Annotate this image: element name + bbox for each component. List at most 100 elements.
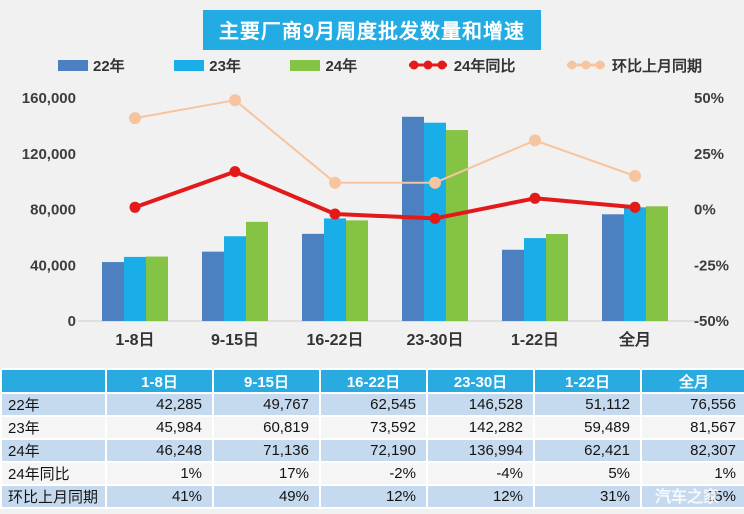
legend-item-3: 24年同比 [407,55,516,76]
y-right-tick: 0% [694,202,716,219]
line-marker [429,212,441,224]
table-header-empty-cell [2,370,105,392]
table-cell: 46,248 [107,440,212,461]
table-header-cell: 全月 [642,370,744,392]
bar-s1-c4 [524,238,546,321]
table-row: 24年同比 1% 17% -2% -4% 5% 1% [2,463,744,484]
legend-item-1: 23年 [174,55,241,76]
legend-swatch-line-dots-icon [566,60,605,70]
legend-swatch-rect-icon [174,59,205,71]
table-row: 23年 45,984 60,819 73,592 142,282 59,489 81,567 [2,417,744,438]
x-axis-label: 9-15日 [211,331,259,349]
line-marker [129,201,141,213]
bar-s0-c0 [102,262,124,321]
bar-s0-c4 [502,249,524,321]
legend-label: 23年 [209,57,241,75]
table-header-cell: 1-22日 [535,370,640,392]
bar-s1-c1 [224,236,246,321]
y-right-tick: 50% [694,90,724,107]
table-cell: 60,819 [214,417,319,438]
bar-s2-c0 [146,256,168,321]
table-cell: 146,528 [428,394,533,415]
table-cell: -4% [428,463,533,484]
y-right-tick: 25% [694,146,724,163]
legend-swatch-line-dots-icon [408,60,447,70]
table-cell: 62,421 [535,440,640,461]
line-marker [429,176,441,189]
legend-swatch-rect-icon [58,59,88,71]
line-marker [229,94,241,107]
table-cell: 73,592 [321,417,426,438]
table-cell: 59,489 [535,417,640,438]
line-right [133,169,637,221]
table-header-cell: 16-22日 [321,370,426,392]
table-row-label: 24年同比 [2,463,105,484]
table-cell: 42,285 [107,394,212,415]
x-axis-label: 1-22日 [511,331,559,349]
table-row-label: 23年 [2,417,105,438]
y-left-tick: 160,000 [22,90,76,107]
table-row-label: 22年 [2,394,105,415]
table-header-row: 1-8日 9-15日 16-22日 23-30日 1-22日 全月 [2,370,744,392]
line-marker [629,170,641,182]
table-cell: 15% [642,486,744,507]
legend-swatch-rect-icon [290,59,321,71]
y-left-tick: 40,000 [30,257,76,274]
bar-s2-c3 [446,130,468,321]
table-cell: 1% [642,463,744,484]
y-right-tick: -50% [694,313,729,330]
table-cell: 49% [214,486,319,507]
bar-s1-c0 [124,256,146,321]
x-axis-label: 23-30日 [407,331,464,349]
bar-s0-c2 [302,233,324,321]
bar-s0-c5 [602,214,624,321]
x-axis-label: 1-8日 [115,331,154,349]
table-cell: 45,984 [107,417,212,438]
combo-chart: 0 40,000 80,000 120,000 160,000 -50% -25% 0% 25%… [22,90,729,349]
legend-label: 24年同比 [453,57,516,75]
line-marker [129,112,141,125]
table-cell: 136,994 [428,440,533,461]
table-cell: 71,136 [214,440,319,461]
table-cell: 142,282 [428,417,533,438]
bar-s2-c1 [246,221,268,321]
y-right-tick: -25% [694,257,729,274]
table-cell: 76,556 [642,394,744,415]
table-cell: -2% [321,463,426,484]
table-cell: 1% [107,463,212,484]
table-header-cell: 1-8日 [107,370,212,392]
table-cell: 12% [428,486,533,507]
legend-item-0: 22年 [58,55,125,76]
line-marker [629,201,641,213]
table-cell: 82,307 [642,440,744,461]
line-right [134,99,636,184]
table-cell: 51,112 [535,394,640,415]
table-header-cell: 23-30日 [428,370,533,392]
legend-label: 环比上月同期 [611,57,702,75]
table-cell: 49,767 [214,394,319,415]
table-header-cell: 9-15日 [214,370,319,392]
bar-s2-c4 [546,234,568,321]
data-table: 1-8日 9-15日 16-22日 23-30日 1-22日 全月 22年 42,285 49… [0,368,744,509]
line-marker [329,176,341,189]
table-row-label: 24年 [2,440,105,461]
table-cell: 5% [535,463,640,484]
bar-s2-c5 [646,206,668,321]
line-marker [329,208,341,220]
table-cell: 31% [535,486,640,507]
table-cell: 17% [214,463,319,484]
bar-s0-c1 [202,251,224,321]
line-marker [529,134,541,147]
legend-item-2: 24年 [290,55,357,76]
y-left-tick: 0 [68,313,76,330]
x-axis-label: 16-22日 [307,331,364,349]
legend-label: 24年 [325,57,358,75]
title-bar: 主要厂商9月周度批发数量和增速 [0,0,744,50]
line-marker [529,192,541,204]
chart-legend: 22年 23年 24年 24年同比 环比上月同期 [58,52,702,78]
table-row: 环比上月同期 41% 49% 12% 12% 31% 15% [2,486,744,507]
table-cell: 81,567 [642,417,744,438]
page-title: 主要厂商9月周度批发数量和增速 [202,10,542,50]
y-left-tick: 120,000 [22,146,76,163]
